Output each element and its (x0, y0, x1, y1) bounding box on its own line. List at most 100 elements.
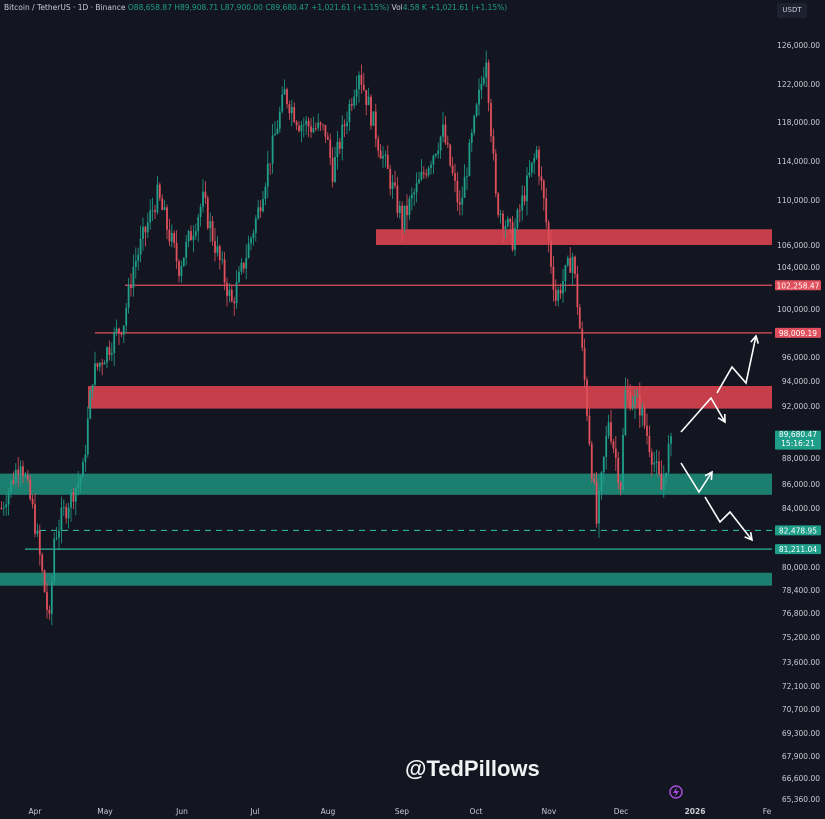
candle-body (31, 499, 34, 505)
candle-body (454, 173, 456, 181)
candle-body (281, 94, 284, 112)
support-zone (0, 572, 772, 586)
candle-body (401, 205, 404, 230)
candle-body (629, 392, 632, 409)
candle-body (552, 266, 555, 290)
candle (262, 191, 264, 213)
candle (413, 188, 416, 206)
candle-body (358, 74, 360, 90)
candle-body (134, 260, 137, 268)
candle (319, 121, 322, 131)
candle-body (408, 198, 411, 216)
candle-body (566, 258, 569, 266)
price-tag-bg (775, 544, 821, 555)
ohlc-low: L87,900.00 (220, 3, 263, 12)
candle-body (593, 478, 596, 482)
candle-body (473, 115, 476, 133)
candle (173, 230, 176, 248)
candle (72, 487, 75, 510)
candle (365, 89, 368, 116)
candle-body (437, 150, 440, 155)
candle-body (257, 207, 260, 219)
candle-body (499, 213, 502, 215)
candle (91, 384, 94, 399)
y-tick-label: 66,600.00 (782, 774, 820, 783)
candle (108, 340, 111, 361)
candle-body (485, 62, 488, 78)
candle-body (610, 422, 612, 442)
candle-body (5, 504, 8, 508)
y-tick-label: 75,200.00 (782, 633, 820, 642)
candle (38, 524, 41, 566)
candle (12, 471, 15, 486)
candle-body (595, 481, 598, 524)
candle-body (382, 155, 384, 159)
candle (302, 117, 305, 138)
candle-body (602, 456, 605, 473)
candle (271, 123, 274, 174)
candle-body (643, 407, 646, 426)
symbol-title[interactable]: Bitcoin / TetherUS · 1D · Binance (4, 3, 126, 12)
candle-body (413, 192, 416, 195)
candle-body (331, 157, 334, 182)
candle (106, 346, 108, 369)
candle-body (482, 77, 485, 84)
candle-body (216, 246, 219, 253)
support-zone (0, 473, 772, 495)
candle-body (65, 507, 68, 519)
candle (130, 273, 132, 297)
candle-body (478, 89, 480, 105)
last-price-tag-bg (775, 430, 821, 450)
candle-body (233, 301, 236, 304)
candle-body (547, 222, 550, 241)
candle (494, 148, 497, 198)
candle (331, 147, 334, 188)
candle-body (122, 325, 125, 335)
candle (283, 79, 286, 95)
candle-body (487, 62, 490, 103)
candle (202, 179, 204, 213)
candle (151, 197, 154, 222)
y-tick-label: 73,600.00 (782, 658, 820, 667)
candle (641, 402, 644, 427)
candle (235, 270, 238, 309)
candle-body (622, 435, 624, 490)
candle-body (583, 347, 586, 380)
candle-body (612, 441, 615, 449)
candle (612, 438, 615, 454)
candle-body (113, 332, 116, 353)
volume-label: Vol (391, 3, 403, 12)
candle (238, 265, 240, 284)
candle-body (511, 222, 514, 250)
candle (341, 115, 344, 161)
candle (528, 160, 531, 178)
candle (144, 225, 147, 247)
candle (194, 223, 197, 240)
candle (122, 325, 125, 344)
candle-body (310, 126, 312, 133)
candle (142, 217, 144, 251)
candle (643, 404, 646, 429)
candle (624, 377, 627, 437)
candle-body (199, 206, 202, 218)
candle-body (458, 202, 461, 205)
candle-body (137, 254, 140, 261)
candle-body (542, 180, 545, 199)
candle-body (526, 175, 528, 202)
candle (206, 195, 209, 231)
candle (350, 97, 353, 111)
candle-body (396, 185, 399, 213)
currency-button[interactable]: USDT (777, 3, 807, 18)
y-tick-label: 65,360.00 (782, 795, 820, 804)
candle (502, 210, 504, 243)
candle (619, 480, 622, 496)
candle (170, 224, 173, 248)
candle (240, 258, 243, 275)
candle (168, 218, 171, 247)
candle (540, 166, 543, 191)
candle-body (394, 182, 396, 186)
candle-body (19, 466, 22, 475)
candle (158, 182, 161, 202)
candle (77, 471, 80, 496)
